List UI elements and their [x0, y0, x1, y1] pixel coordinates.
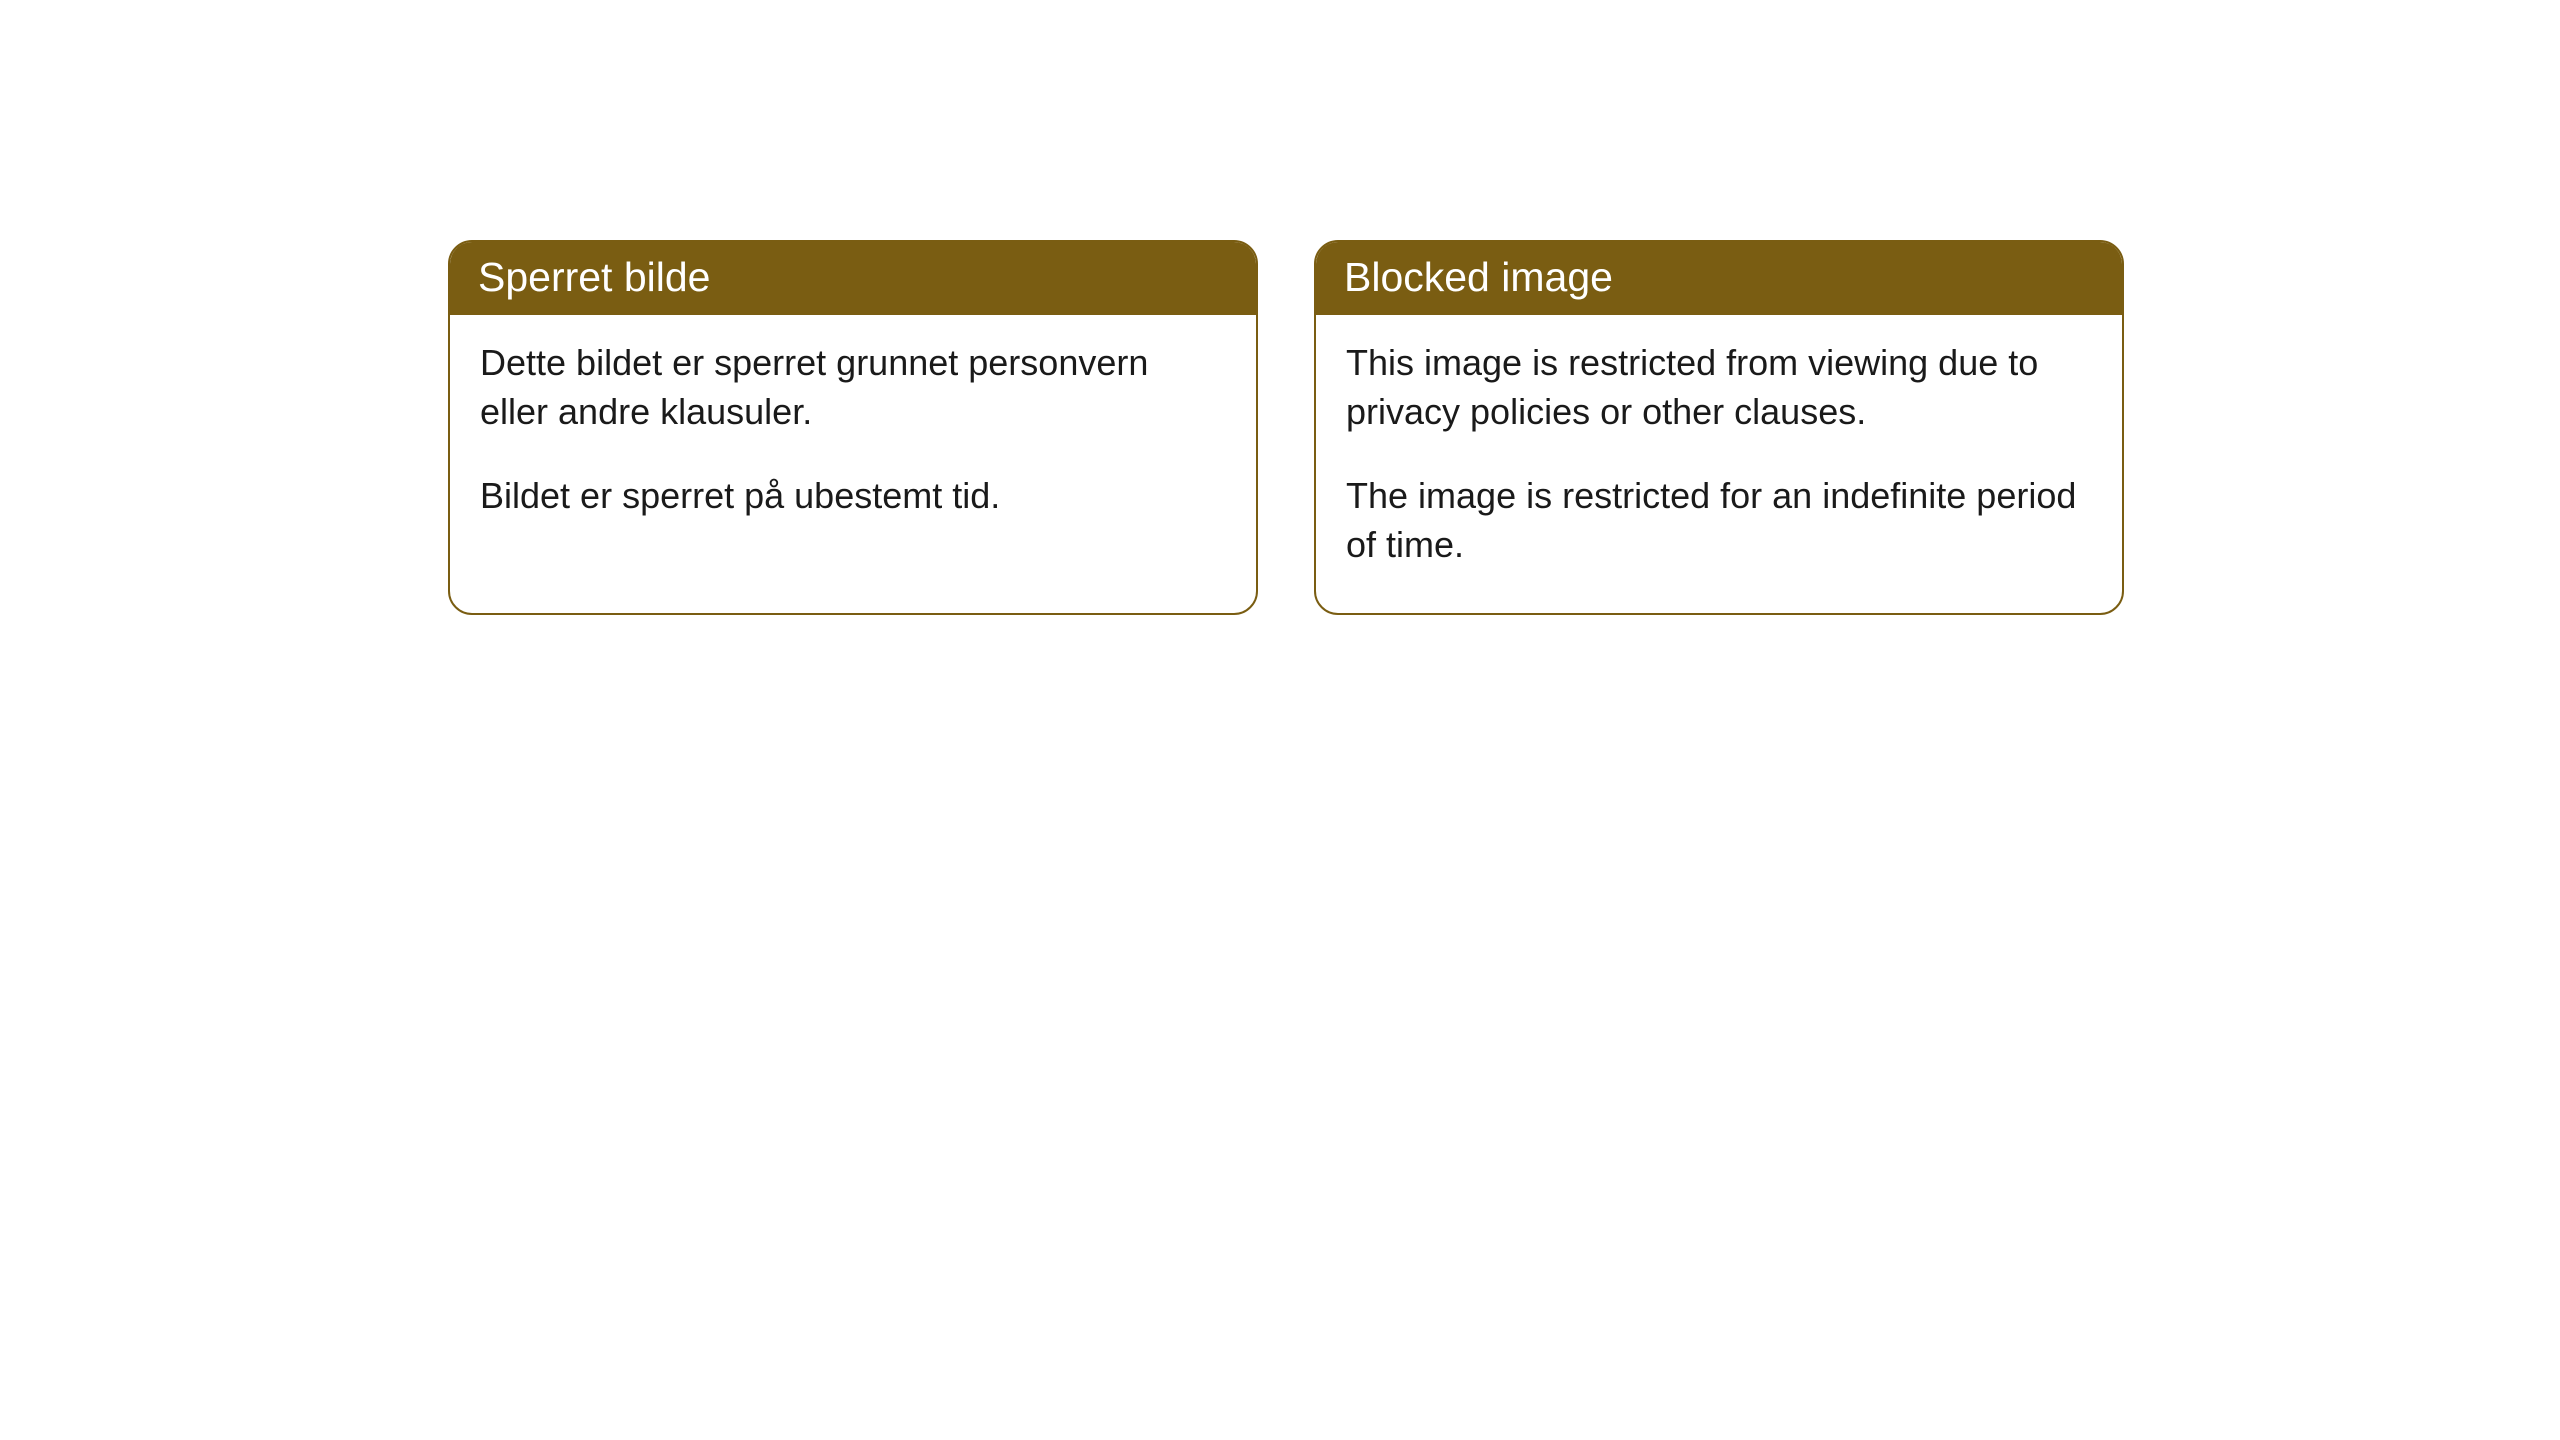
card-text: This image is restricted from viewing du…	[1346, 339, 2092, 436]
card-text: Dette bildet er sperret grunnet personve…	[480, 339, 1226, 436]
card-text: Bildet er sperret på ubestemt tid.	[480, 472, 1226, 521]
card-header: Sperret bilde	[450, 242, 1256, 315]
card-text: The image is restricted for an indefinit…	[1346, 472, 2092, 569]
card-body: Dette bildet er sperret grunnet personve…	[450, 315, 1256, 565]
blocked-image-card-en: Blocked image This image is restricted f…	[1314, 240, 2124, 615]
blocked-image-card-no: Sperret bilde Dette bildet er sperret gr…	[448, 240, 1258, 615]
cards-container: Sperret bilde Dette bildet er sperret gr…	[0, 0, 2560, 615]
card-body: This image is restricted from viewing du…	[1316, 315, 2122, 613]
card-header: Blocked image	[1316, 242, 2122, 315]
